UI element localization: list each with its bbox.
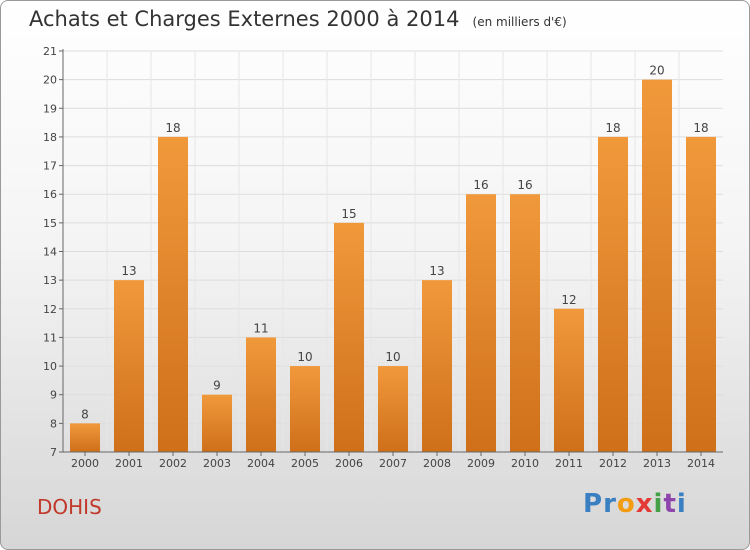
logo-letter: i [653,489,664,519]
y-tick-label: 7 [50,446,57,459]
x-tick-label: 2013 [643,457,671,470]
data-label: 9 [213,379,221,393]
logo-letter: r [603,489,617,519]
data-label: 15 [341,207,356,221]
data-label: 18 [165,121,180,135]
y-tick-label: 20 [43,74,57,87]
bar-2001 [114,280,144,452]
x-tick-label: 2008 [423,457,451,470]
data-label: 8 [81,407,89,421]
bar-2014 [686,136,716,452]
bar-2006 [334,222,364,452]
title-row: Achats et Charges Externes 2000 à 2014 (… [29,7,567,31]
bar-2011 [554,308,584,452]
data-label: 16 [473,178,488,192]
bar-2010 [510,194,540,452]
chart-title: Achats et Charges Externes 2000 à 2014 [29,7,460,31]
bar-2004 [246,337,276,452]
y-tick-label: 9 [50,389,57,402]
y-tick-label: 11 [43,331,57,344]
x-tick-label: 2004 [247,457,275,470]
y-tick-label: 21 [43,45,57,58]
bar-2002 [158,136,188,452]
data-label: 10 [385,350,400,364]
data-label: 11 [253,321,268,335]
commune-name: DOHIS [37,495,102,519]
x-tick-label: 2000 [71,457,99,470]
x-tick-label: 2014 [687,457,715,470]
bar-2007 [378,366,408,452]
y-tick-label: 14 [43,246,57,259]
x-tick-label: 2005 [291,457,319,470]
axes: 7 8 9 10 11 12 13 14 15 16 17 18 19 20 21 2000 2001 2002 2… [43,45,723,470]
x-tick-label: 2002 [159,457,187,470]
x-tick-label: 2001 [115,457,143,470]
x-tick-label: 2007 [379,457,407,470]
bars: 8 13 18 9 11 10 15 10 13 16 16 12 18 20 18 [70,64,716,453]
x-tick-label: 2010 [511,457,539,470]
logo-letter: P [583,489,604,519]
data-label: 10 [297,350,312,364]
data-label: 12 [561,293,576,307]
x-tick-label: 2006 [335,457,363,470]
y-tick-label: 18 [43,131,57,144]
data-label: 16 [517,178,532,192]
y-tick-label: 19 [43,102,57,115]
x-tick-label: 2003 [203,457,231,470]
bar-2012 [598,136,628,452]
logo-letter: o [616,489,636,519]
data-label: 20 [649,64,664,78]
y-tick-label: 12 [43,303,57,316]
logo-letter: t [663,489,677,519]
x-tick-label: 2009 [467,457,495,470]
bar-2003 [202,394,232,452]
x-tick-label: 2011 [555,457,583,470]
data-label: 13 [121,264,136,278]
chart-subtitle: (en milliers d'€) [472,15,567,29]
data-label: 13 [429,264,444,278]
bar-2009 [466,194,496,452]
data-label: 18 [605,121,620,135]
proxiti-logo: Proxiti [583,489,687,519]
logo-letter: x [635,489,654,519]
bar-2008 [422,280,452,452]
bar-2005 [290,366,320,452]
data-label: 18 [693,121,708,135]
y-tick-label: 8 [50,417,57,430]
bar-2013 [642,79,672,453]
y-tick-label: 15 [43,217,57,230]
y-tick-label: 10 [43,360,57,373]
logo-letter: i [676,489,687,519]
bar-2000 [70,423,100,452]
y-tick-label: 16 [43,188,57,201]
x-tick-label: 2012 [599,457,627,470]
y-tick-label: 17 [43,160,57,173]
y-tick-label: 13 [43,274,57,287]
